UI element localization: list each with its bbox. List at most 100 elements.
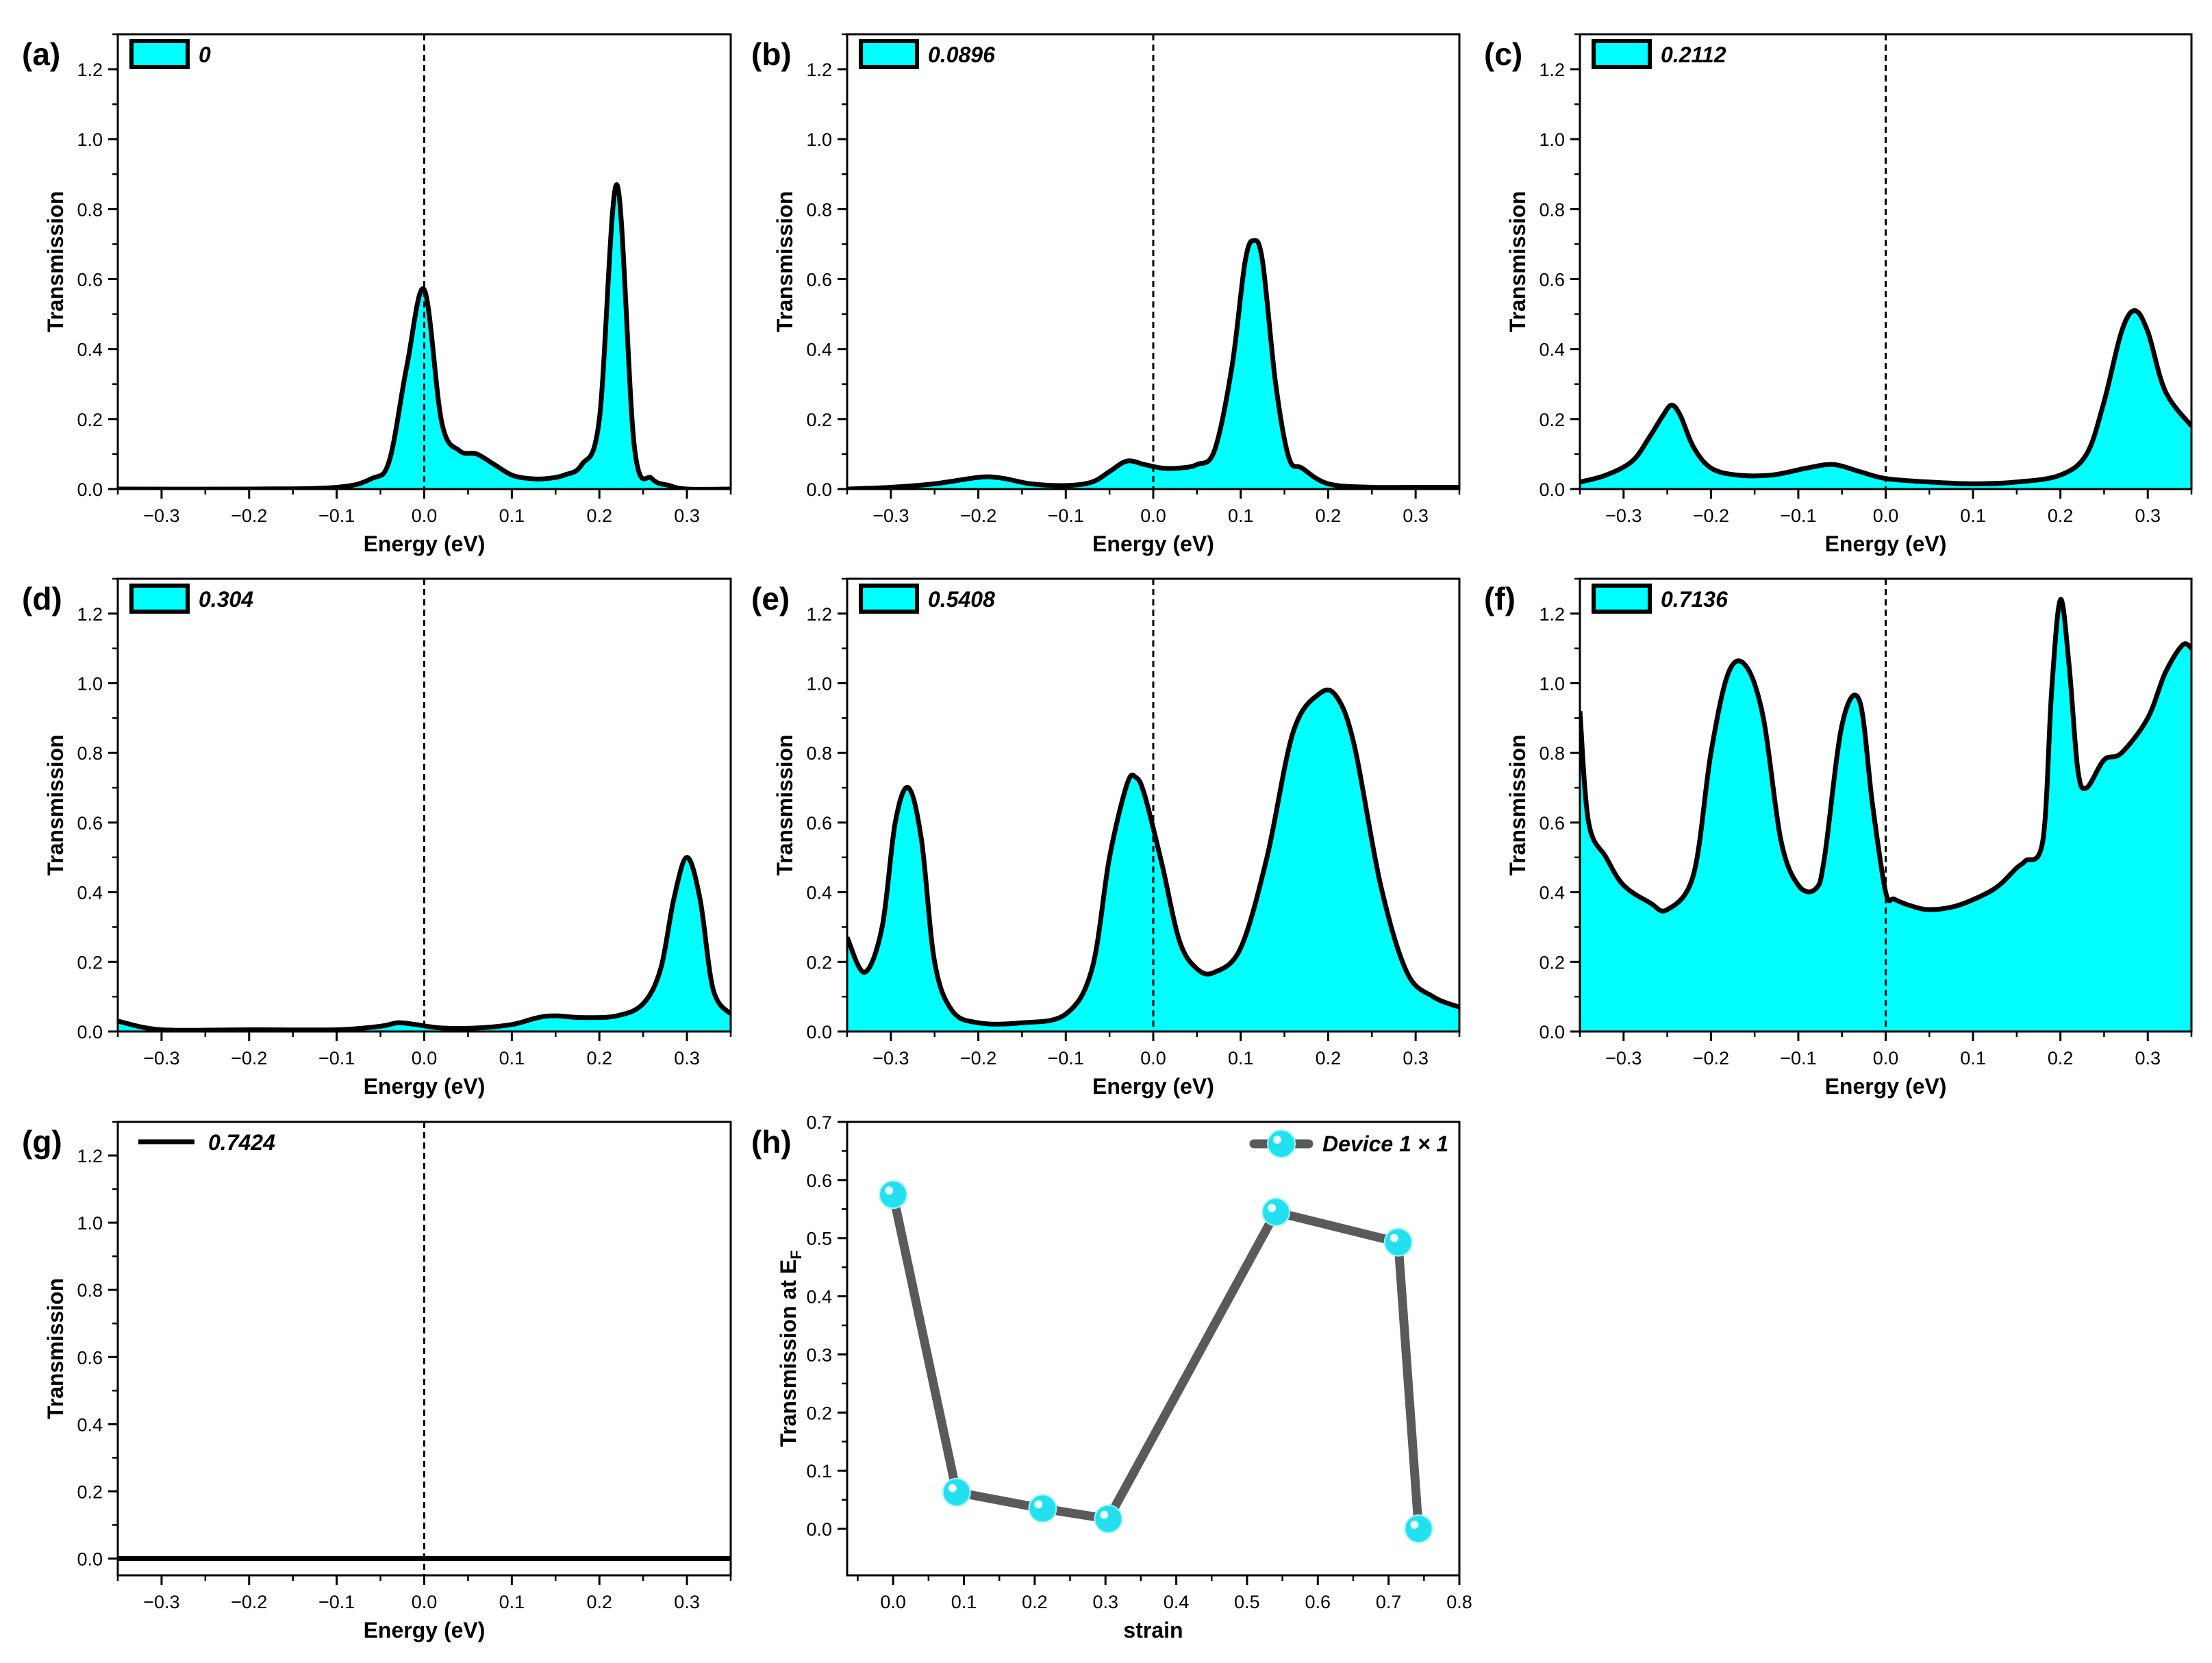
- plot-area: [1580, 308, 2191, 489]
- y-tick-label: 1.0: [1539, 674, 1565, 695]
- x-tick-label: 0.1: [1960, 1048, 1986, 1068]
- x-tick-label: 0.0: [1873, 505, 1899, 526]
- x-tick-label: 0.3: [674, 1048, 700, 1068]
- connector-segment: [888, 1190, 962, 1497]
- x-tick-label: 0.1: [1960, 505, 1986, 526]
- y-axis-label-text: Transmission: [1505, 191, 1530, 332]
- x-tick-label: 0.0: [1140, 1048, 1166, 1068]
- axes-frame: [846, 1121, 1461, 1577]
- y-tick-label: 1.0: [77, 129, 103, 150]
- y-tick-label: 0.2: [1539, 952, 1565, 973]
- y-tick-label: 0.0: [806, 1519, 832, 1540]
- panel-label: (a): [22, 36, 60, 72]
- y-tick-label: 0.8: [806, 743, 832, 764]
- x-tick-label: −0.1: [318, 505, 355, 526]
- y-tick-label: 1.0: [77, 1213, 103, 1234]
- x-tick-label: −0.3: [143, 1048, 179, 1068]
- x-tick-label: −0.1: [318, 1048, 355, 1068]
- x-tick-label: 0.2: [1316, 1048, 1342, 1068]
- legend-swatch: [129, 39, 190, 69]
- y-axis-label: Transmission: [1505, 734, 1530, 875]
- y-axis-label-subscript: F: [788, 1250, 805, 1259]
- y-tick-label: 0.6: [1539, 813, 1565, 834]
- panel-label: (e): [751, 581, 790, 616]
- panel-label: (d): [22, 581, 62, 616]
- x-tick-label: 0.2: [1022, 1592, 1048, 1612]
- y-tick-label: 1.2: [806, 60, 832, 80]
- y-axis-label-text: Transmission: [43, 1278, 68, 1419]
- y-tick-label: 1.0: [77, 674, 103, 695]
- legend-label: Device 1 × 1: [1322, 1131, 1448, 1156]
- y-axis-label: Transmission: [772, 734, 797, 875]
- data-point-highlight: [1390, 1234, 1398, 1242]
- x-tick-label: 0.1: [499, 1048, 525, 1068]
- transmission-curve: [118, 182, 731, 489]
- legend-marker: [1267, 1129, 1296, 1158]
- x-tick-label: −0.1: [1780, 1048, 1816, 1068]
- panel-label: (h): [751, 1124, 792, 1160]
- data-point: [1383, 1227, 1413, 1257]
- y-tick-label: 0.8: [77, 1280, 103, 1301]
- x-tick-label: 0.3: [1403, 1048, 1429, 1068]
- y-axis-label-text: Transmission at E: [776, 1260, 801, 1447]
- data-point: [1404, 1514, 1433, 1544]
- y-tick-label: 0.6: [806, 1171, 832, 1191]
- panel-label: (f): [1484, 581, 1516, 616]
- y-tick-label: 0.2: [806, 952, 832, 973]
- legend-label: 0.7424: [208, 1130, 275, 1155]
- plot-area: [118, 855, 731, 1031]
- x-tick-label: 0.1: [499, 505, 525, 526]
- panel-label: (b): [751, 36, 792, 72]
- y-axis-label: Transmission: [43, 191, 68, 332]
- panel-c: −0.3 −0.2 −0.1 0.0 0.1 0.2 0.3 0.0 0.2 0.4 0.6 0.8 1…: [1484, 33, 2193, 556]
- connector-segment: [952, 1488, 1047, 1513]
- y-tick-label: 0.6: [77, 813, 103, 834]
- transmission-fill: [1580, 310, 2191, 489]
- x-tick-label: −0.2: [960, 505, 996, 526]
- data-point-highlight: [885, 1186, 894, 1195]
- y-tick-label: 1.2: [1539, 604, 1565, 625]
- y-tick-label: 0.2: [1539, 410, 1565, 430]
- data-point-highlight: [1100, 1510, 1109, 1519]
- y-axis-label: Transmission: [772, 191, 797, 332]
- y-tick-label: 0.4: [1539, 340, 1565, 360]
- y-tick-label: 1.0: [1539, 129, 1565, 150]
- data-point: [1094, 1504, 1123, 1534]
- y-tick-label: 0.8: [806, 199, 832, 220]
- y-tick-label: 0.3: [806, 1345, 832, 1365]
- x-tick-label: −0.3: [872, 505, 909, 526]
- data-point-highlight: [1268, 1203, 1277, 1212]
- legend-label: 0: [199, 42, 211, 67]
- x-tick-label: −0.2: [1693, 505, 1729, 526]
- y-axis-label: Transmission: [43, 1278, 68, 1419]
- x-axis-label: strain: [1123, 1618, 1183, 1642]
- transmission-fill: [1580, 599, 2191, 1031]
- x-axis-label: Energy (eV): [364, 1074, 486, 1099]
- y-tick-label: 0.6: [806, 813, 832, 834]
- y-tick-label: 0.0: [1539, 1022, 1565, 1042]
- x-tick-label: 0.2: [586, 1592, 612, 1612]
- x-tick-label: −0.3: [143, 505, 179, 526]
- x-tick-label: 0.4: [1164, 1592, 1190, 1612]
- panel-f: −0.3 −0.2 −0.1 0.0 0.1 0.2 0.3 0.0 0.2 0.4 0.6 0.8 1…: [1484, 577, 2193, 1099]
- x-tick-label: 0.0: [1140, 505, 1166, 526]
- y-tick-label: 0.6: [1539, 270, 1565, 290]
- y-tick-label: 0.8: [77, 743, 103, 764]
- y-tick-label: 0.4: [806, 340, 832, 360]
- legend-marker-highlight: [1273, 1136, 1281, 1144]
- x-tick-label: 0.0: [412, 505, 438, 526]
- x-tick-label: 0.3: [1092, 1592, 1118, 1612]
- y-tick-label: 0.4: [806, 1287, 832, 1308]
- y-tick-label: 0.0: [1539, 479, 1565, 500]
- x-axis-label: Energy (eV): [364, 1618, 486, 1642]
- y-tick-label: 0.4: [77, 1414, 103, 1435]
- y-tick-label: 0.2: [806, 410, 832, 430]
- y-axis-label: Transmission: [1505, 191, 1530, 332]
- y-tick-label: 1.2: [1539, 60, 1565, 80]
- panel-h: 0.0 0.1 0.2 0.3 0.4 0.5 0.6 0.7 0.8 0.0 0.1 0.2 0.3 0…: [751, 1112, 1472, 1642]
- x-tick-label: 0.0: [1873, 1048, 1899, 1068]
- connector-segment: [1271, 1208, 1403, 1247]
- y-tick-label: 0.8: [1539, 743, 1565, 764]
- plot-area: [847, 238, 1459, 489]
